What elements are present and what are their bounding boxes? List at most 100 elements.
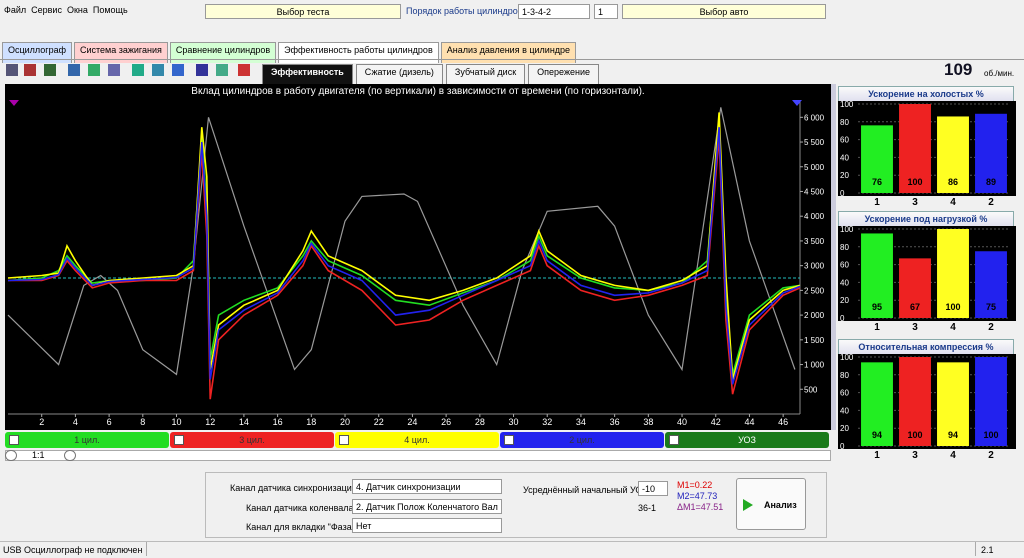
y-tick-label: 60 [840, 389, 849, 398]
x-tick-label: 24 [407, 417, 417, 427]
spinner[interactable]: 1 [594, 4, 618, 19]
channel[interactable]: 4 цил. [335, 432, 499, 448]
bar [975, 357, 1007, 446]
x-tick-label: 1 [874, 197, 880, 207]
menu-item[interactable]: Помощь [92, 5, 128, 15]
uoz-spinner[interactable]: -10 [638, 481, 668, 496]
y-tick-label: 3 000 [804, 262, 825, 271]
value-label: 100 [945, 302, 960, 312]
channel-checkbox[interactable] [9, 435, 19, 445]
scroll-strip [831, 84, 836, 430]
x-tick-label: 4 [950, 450, 956, 460]
x-tick-label: 2 [39, 417, 44, 427]
tab[interactable]: Анализ давления в цилиндре [440, 42, 577, 63]
crank-select[interactable]: 2. Датчик Полож Коленчатого Вал [352, 499, 502, 514]
zoom-in[interactable] [64, 450, 76, 461]
x-tick-label: 36 [610, 417, 620, 427]
zoom-out[interactable] [5, 450, 17, 461]
cylinder-order-select[interactable]: 1-3-4-2 [518, 4, 590, 19]
channel-checkbox[interactable] [339, 435, 349, 445]
series-line [7, 107, 796, 376]
channel-label[interactable]: УОЗ [738, 435, 756, 445]
dm1: ΔM1=47.51 [677, 502, 724, 512]
y-tick-label: 60 [840, 261, 849, 270]
tool-icon[interactable] [44, 64, 56, 76]
menu-item[interactable]: Файл [4, 5, 27, 15]
channel-label[interactable]: 2 цил. [569, 435, 595, 445]
tab-row: Осциллограф Система зажигания Сравнение ци… [2, 42, 578, 63]
analyze-label[interactable]: Анализ [764, 500, 797, 510]
channel-checkbox[interactable] [504, 435, 514, 445]
side-chart: 0 20 40 60 80 100 94 1 100 3 94 4 100 2 [838, 354, 1016, 460]
bar [937, 116, 969, 193]
subtab[interactable]: Опережение [528, 64, 599, 85]
tab[interactable]: Осциллограф [2, 42, 72, 63]
x-tick-label: 18 [306, 417, 316, 427]
tab[interactable]: Эффективность работы цилиндров [278, 42, 439, 63]
tool-icon[interactable] [172, 64, 184, 76]
channel-label[interactable]: 4 цил. [404, 435, 430, 445]
tool-icon[interactable] [108, 64, 120, 76]
value-label: 76 [872, 177, 882, 187]
tool-icon[interactable] [6, 64, 18, 76]
car-select[interactable]: Выбор авто [622, 4, 826, 19]
x-tick-label: 8 [140, 417, 145, 427]
subtab[interactable]: Зубчатый диск [445, 64, 526, 85]
y-tick-label: 100 [840, 101, 854, 109]
main-chart: Вклад цилиндров в работу двигателя (по в… [5, 84, 836, 430]
y-tick-label: 0 [840, 314, 845, 323]
y-tick-label: 2 000 [804, 311, 825, 320]
subtab[interactable]: Сжатие (дизель) [355, 64, 443, 85]
play-icon [743, 499, 753, 511]
sync-select[interactable]: 4. Датчик синхронизации [352, 479, 502, 494]
y-tick-label: 5 500 [804, 138, 825, 147]
test-select[interactable]: Выбор теста [205, 4, 401, 19]
channel-checkbox[interactable] [174, 435, 184, 445]
y-tick-label: 40 [840, 153, 849, 162]
x-tick-label: 4 [950, 197, 956, 207]
tool-icon[interactable] [88, 64, 100, 76]
x-tick-label: 4 [73, 417, 78, 427]
phase-select[interactable]: Нет [352, 518, 502, 533]
sync-label: Канал датчика синхронизации [230, 483, 357, 493]
x-tick-label: 14 [239, 417, 249, 427]
subtab[interactable]: Эффективность [262, 64, 353, 85]
tool-icon[interactable] [24, 64, 36, 76]
cylinder-order-label: Порядок работы цилиндров [406, 6, 523, 16]
x-tick-label: 44 [744, 417, 754, 427]
channel-checkbox[interactable] [669, 435, 679, 445]
channel-label[interactable]: 3 цил. [239, 435, 265, 445]
x-tick-label: 26 [441, 417, 451, 427]
tool-icon[interactable] [216, 64, 228, 76]
value-label: 86 [948, 177, 958, 187]
channel-label[interactable]: 1 цил. [74, 435, 100, 445]
y-tick-label: 80 [840, 118, 849, 127]
rpm-value: 109 [944, 60, 973, 79]
channel[interactable]: 1 цил. [5, 432, 169, 448]
value-label: 67 [910, 302, 920, 312]
x-tick-label: 32 [542, 417, 552, 427]
menu-item[interactable]: Окна [66, 5, 88, 15]
tab[interactable]: Система зажигания [74, 42, 168, 63]
x-tick-label: 34 [576, 417, 586, 427]
y-tick-label: 80 [840, 243, 849, 252]
tool-icon[interactable] [132, 64, 144, 76]
channel[interactable]: УОЗ [665, 432, 829, 448]
value-label: 100 [907, 177, 922, 187]
y-tick-label: 20 [840, 171, 849, 180]
y-tick-label: 6 000 [804, 113, 825, 122]
series-line [7, 112, 801, 380]
channel[interactable]: 2 цил. [500, 432, 664, 448]
tool-icon[interactable] [68, 64, 80, 76]
menu-bar: Файл Сервис Окна Помощь [4, 5, 133, 15]
value-label: 75 [986, 302, 996, 312]
tool-icon[interactable] [196, 64, 208, 76]
tool-icon[interactable] [152, 64, 164, 76]
bar [937, 362, 969, 446]
menu-item[interactable]: Сервис [31, 5, 62, 15]
channel[interactable]: 3 цил. [170, 432, 334, 448]
tool-icon[interactable] [238, 64, 250, 76]
tab[interactable]: Сравнение цилиндров [169, 42, 277, 63]
y-tick-label: 0 [840, 442, 845, 451]
